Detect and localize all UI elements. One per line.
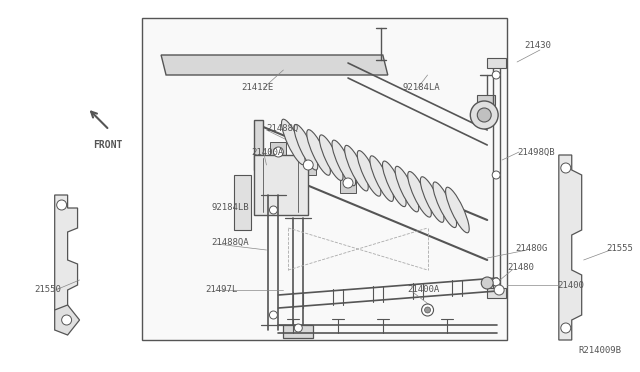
Circle shape bbox=[269, 206, 277, 214]
Text: 21497L: 21497L bbox=[205, 285, 237, 295]
Circle shape bbox=[492, 171, 500, 179]
Polygon shape bbox=[161, 55, 388, 75]
Circle shape bbox=[494, 285, 504, 295]
Polygon shape bbox=[340, 173, 356, 193]
Polygon shape bbox=[234, 175, 251, 230]
Circle shape bbox=[470, 101, 498, 129]
Ellipse shape bbox=[357, 151, 381, 196]
Circle shape bbox=[422, 304, 433, 316]
Ellipse shape bbox=[344, 145, 368, 191]
Circle shape bbox=[561, 323, 571, 333]
Ellipse shape bbox=[332, 140, 356, 186]
Polygon shape bbox=[271, 142, 286, 162]
Ellipse shape bbox=[408, 171, 431, 217]
Text: 21555: 21555 bbox=[607, 244, 634, 253]
Circle shape bbox=[343, 178, 353, 188]
Circle shape bbox=[269, 311, 277, 319]
Circle shape bbox=[492, 278, 500, 286]
Polygon shape bbox=[253, 155, 308, 215]
Polygon shape bbox=[54, 305, 79, 335]
Ellipse shape bbox=[433, 182, 456, 228]
Circle shape bbox=[481, 277, 493, 289]
Ellipse shape bbox=[395, 166, 419, 212]
Ellipse shape bbox=[370, 156, 394, 201]
Polygon shape bbox=[487, 58, 506, 68]
Text: 92184LA: 92184LA bbox=[403, 83, 440, 92]
Ellipse shape bbox=[307, 130, 330, 175]
Circle shape bbox=[273, 147, 284, 157]
Polygon shape bbox=[487, 288, 506, 298]
Polygon shape bbox=[477, 95, 495, 105]
Text: 21488QA: 21488QA bbox=[212, 237, 250, 247]
Text: 21480: 21480 bbox=[507, 263, 534, 273]
Ellipse shape bbox=[319, 135, 343, 180]
Circle shape bbox=[294, 324, 302, 332]
Ellipse shape bbox=[383, 161, 406, 206]
Circle shape bbox=[424, 307, 431, 313]
Text: 92184LB: 92184LB bbox=[212, 202, 250, 212]
Circle shape bbox=[477, 108, 492, 122]
Text: FRONT: FRONT bbox=[93, 140, 122, 150]
Polygon shape bbox=[253, 120, 264, 170]
Circle shape bbox=[61, 315, 72, 325]
Text: 21480G: 21480G bbox=[515, 244, 547, 253]
Text: 21400A: 21400A bbox=[252, 148, 284, 157]
Polygon shape bbox=[300, 155, 316, 175]
Text: 21430: 21430 bbox=[524, 41, 551, 49]
Ellipse shape bbox=[294, 124, 318, 170]
Circle shape bbox=[303, 160, 313, 170]
Polygon shape bbox=[559, 155, 582, 340]
Polygon shape bbox=[284, 325, 313, 338]
Text: 21488Q: 21488Q bbox=[266, 124, 299, 132]
Text: R214009B: R214009B bbox=[579, 346, 621, 355]
Ellipse shape bbox=[445, 187, 469, 233]
Circle shape bbox=[492, 71, 500, 79]
Ellipse shape bbox=[420, 177, 444, 222]
Circle shape bbox=[561, 163, 571, 173]
Text: 21498QB: 21498QB bbox=[517, 148, 555, 157]
Ellipse shape bbox=[282, 119, 305, 165]
Polygon shape bbox=[54, 195, 77, 310]
Text: 21400A: 21400A bbox=[408, 285, 440, 295]
Text: 21400: 21400 bbox=[557, 280, 584, 289]
Bar bbox=[142, 18, 507, 340]
Circle shape bbox=[57, 200, 67, 210]
Text: 21412E: 21412E bbox=[242, 83, 274, 92]
Text: 21550: 21550 bbox=[35, 285, 61, 295]
